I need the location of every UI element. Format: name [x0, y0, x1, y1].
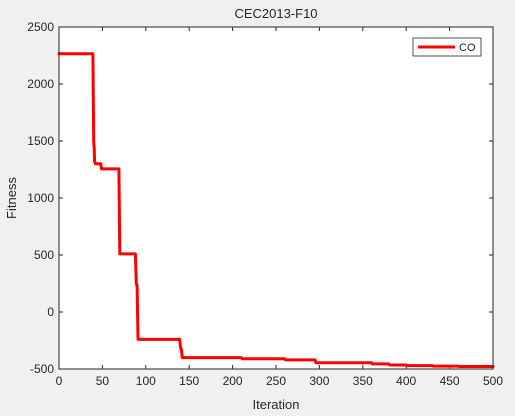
x-tick-label: 0	[56, 374, 63, 388]
plot-frame	[58, 26, 494, 370]
y-tick-label: 1500	[27, 134, 54, 148]
y-tick-label: 0	[47, 305, 54, 319]
y-axis-label: Fitness	[4, 177, 19, 219]
x-tick-label: 400	[396, 374, 416, 388]
plot-area	[59, 27, 493, 369]
x-tick-label: 500	[483, 374, 503, 388]
x-tick-label: 450	[440, 374, 460, 388]
y-tick-label: 2500	[27, 20, 54, 34]
ticks-layer: 0 50 100 150 200 250 300 350 400 450 500-500050010…	[27, 20, 503, 388]
legend: CO	[412, 37, 482, 57]
x-tick-label: 150	[179, 374, 199, 388]
chart-title: CEC2013-F10	[234, 6, 317, 21]
series-layer	[57, 52, 495, 368]
x-tick-label: 50	[96, 374, 110, 388]
x-tick-label: 200	[223, 374, 243, 388]
x-tick-label: 100	[136, 374, 156, 388]
y-tick-label: 1000	[27, 191, 54, 205]
x-tick-label: 250	[266, 374, 286, 388]
y-tick-label: -500	[30, 362, 54, 376]
y-tick-label: 500	[34, 248, 54, 262]
series-line-co	[57, 52, 495, 368]
legend-label-co: CO	[459, 42, 476, 54]
x-tick-label: 300	[309, 374, 329, 388]
x-tick-label: 350	[353, 374, 373, 388]
y-tick-label: 2000	[27, 77, 54, 91]
x-axis-label: Iteration	[253, 397, 300, 412]
